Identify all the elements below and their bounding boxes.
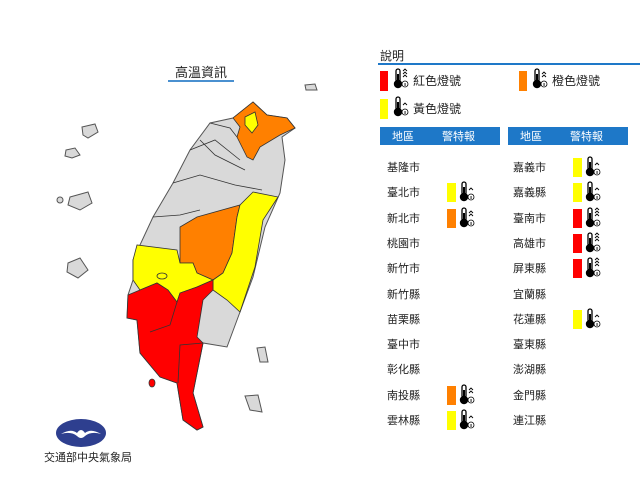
region-name: 彰化縣	[387, 363, 420, 377]
region-name: 澎湖縣	[513, 363, 546, 377]
legend-swatch	[519, 70, 527, 91]
thermometer-icon	[458, 384, 475, 410]
cwb-logo	[56, 419, 106, 447]
header-region: 地區	[520, 130, 542, 143]
island-kinmen	[81, 123, 99, 139]
legend-item: 黃色燈號	[380, 96, 461, 121]
legend-item: 橙色燈號	[519, 68, 600, 93]
thermometer-icon	[531, 68, 548, 93]
region-name: 桃園市	[387, 236, 420, 250]
thermometer-icon	[458, 206, 475, 233]
legend-label: 橙色燈號	[552, 74, 601, 88]
region-name: 基隆市	[387, 161, 420, 174]
thermometer-icon	[584, 181, 601, 207]
region-name: 連江縣	[513, 414, 546, 427]
region-name: 嘉義市	[513, 161, 546, 174]
region-name: 新北市	[387, 211, 420, 225]
warning-swatch	[573, 309, 582, 329]
thermometer-icon	[584, 206, 601, 233]
warning-swatch	[447, 385, 456, 405]
region-name: 花蓮縣	[513, 312, 546, 326]
header-warning: 警特報	[442, 130, 475, 143]
island-north-east	[304, 83, 318, 91]
island-liuqiu	[148, 378, 156, 388]
region-name: 南投縣	[387, 388, 420, 402]
legend-label: 紅色燈號	[413, 74, 462, 88]
region-name: 新竹縣	[387, 287, 420, 301]
taiwan-warning-map	[56, 83, 318, 431]
region-name: 臺東縣	[513, 338, 546, 352]
island-matsu	[64, 147, 81, 159]
legend-divider	[378, 63, 640, 65]
warning-swatch	[447, 208, 456, 228]
island-penghu-south	[66, 257, 89, 279]
table-header-right: 地區 警特報	[508, 127, 628, 145]
region-name: 嘉義縣	[513, 186, 546, 200]
warning-swatch	[573, 233, 582, 253]
header-region: 地區	[392, 130, 414, 143]
thermometer-icon	[584, 156, 601, 182]
legend-swatch	[380, 98, 388, 119]
island-orchid	[244, 394, 263, 413]
legend-item: 紅色燈號	[380, 68, 461, 93]
organization-name: 交通部中央氣象局	[44, 451, 132, 464]
warning-swatch	[573, 259, 582, 279]
region-name: 臺南市	[513, 211, 546, 225]
map-title: 高溫資訊	[174, 66, 227, 81]
island-small	[56, 196, 64, 204]
thermometer-icon	[392, 68, 409, 93]
island-green	[256, 346, 269, 363]
warning-swatch	[573, 158, 582, 177]
warning-swatch	[573, 183, 582, 203]
region-name: 宜蘭縣	[513, 287, 546, 301]
region-taipei	[244, 111, 259, 134]
region-name: 高雄市	[513, 236, 546, 250]
region-tainan-kaohsiung-pingtung	[126, 279, 214, 431]
island-penghu	[67, 191, 93, 211]
header-warning: 警特報	[570, 130, 603, 143]
legend-label: 黃色燈號	[413, 102, 462, 116]
thermometer-icon	[392, 96, 409, 121]
thermometer-icon	[584, 257, 601, 283]
region-name: 苗栗縣	[387, 312, 420, 326]
warning-swatch	[447, 411, 456, 430]
region-name: 新竹市	[387, 262, 420, 276]
region-name: 雲林縣	[387, 414, 420, 427]
title-underline	[168, 80, 234, 82]
region-name: 臺中市	[387, 338, 420, 352]
thermometer-icon	[584, 308, 601, 334]
legend-title: 說明	[380, 49, 405, 63]
legend-swatch	[380, 70, 388, 91]
region-name: 金門縣	[513, 388, 546, 402]
warning-swatch	[447, 183, 456, 203]
warning-swatch	[573, 208, 582, 228]
table-header-left: 地區 警特報	[380, 127, 500, 145]
thermometer-icon	[584, 232, 601, 258]
region-name: 臺北市	[387, 186, 420, 200]
region-chiayi-city	[156, 272, 168, 280]
thermometer-icon	[458, 181, 475, 207]
region-name: 屏東縣	[513, 262, 546, 276]
thermometer-icon	[458, 409, 475, 435]
